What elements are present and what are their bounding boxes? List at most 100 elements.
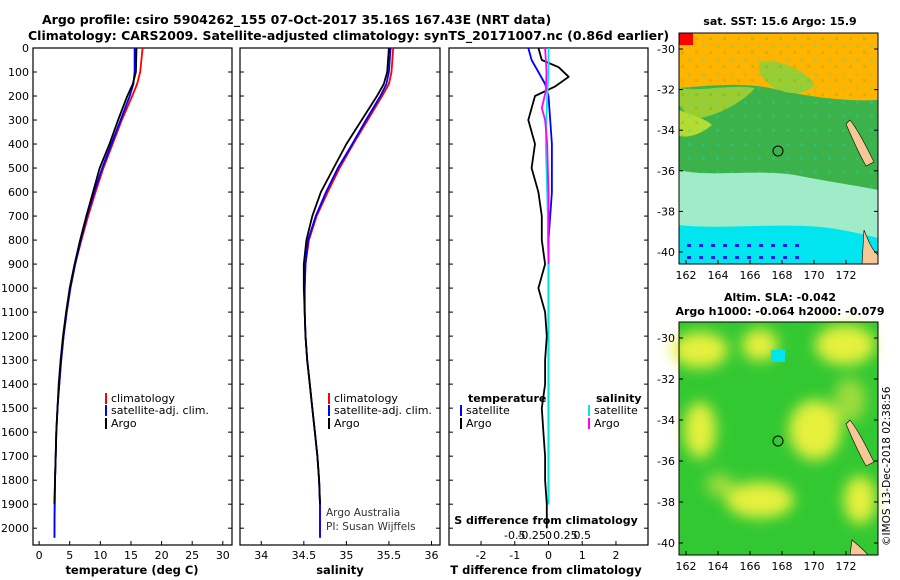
depth-tick-label: 1200 (1, 330, 29, 343)
series-argo-line (302, 47, 390, 505)
x-tick-label: 25 (185, 549, 199, 562)
temperature-plot-frame (32, 47, 233, 546)
map-lat-label: -32 (657, 84, 675, 97)
map-lat-label: -40 (657, 537, 675, 550)
x-tick-label: 35 (339, 549, 353, 562)
s-x-tick-label: 0 (545, 529, 552, 542)
series-climatology-line (53, 47, 144, 538)
map-lon-label: 162 (676, 269, 697, 282)
map-lat-label: -30 (657, 43, 675, 56)
map-lon-label: 166 (740, 269, 761, 282)
salinity-plot-frame (239, 47, 441, 546)
map-lon-label: 166 (740, 560, 761, 573)
map-lat-label: -36 (657, 455, 675, 468)
map-lat-label: -36 (657, 165, 675, 178)
depth-tick-label: 700 (8, 210, 29, 223)
sla-highlight-cell (771, 350, 785, 362)
depth-tick-label: 1700 (1, 450, 29, 463)
depth-tick-label: 800 (8, 234, 29, 247)
legend-climatology-label: climatology (334, 392, 398, 405)
map-lon-label: 170 (804, 269, 825, 282)
sla-map-subtitle: Argo h1000: -0.064 h2000: -0.079 (675, 305, 884, 318)
depth-tick-label: 1000 (1, 282, 29, 295)
argo-australia-note: Argo Australia (326, 507, 400, 519)
depth-tick-label: 2000 (1, 522, 29, 535)
sla-map-image (672, 322, 878, 556)
series-salinity-argo-line (540, 47, 550, 265)
x-tick-label: -1 (509, 549, 520, 562)
x-tick-label: 30 (216, 549, 230, 562)
series-argo-line (53, 47, 138, 505)
x-tick-label: 36 (424, 549, 438, 562)
temperature-panel: 0100200300400500600700800900100011001200… (1, 42, 233, 577)
legend-satellite-label: satellite-adj. clim. (111, 404, 209, 417)
map-lat-label: -38 (657, 496, 675, 509)
legend-t-argo-label: Argo (466, 417, 492, 430)
series-temperature-argo-line (527, 47, 570, 529)
depth-tick-label: 1500 (1, 402, 29, 415)
x-tick-label: 15 (124, 549, 138, 562)
pi-note: PI: Susan Wijffels (326, 521, 416, 533)
legend-temperature-heading: temperature (468, 392, 546, 405)
legend-climatology-label: climatology (111, 392, 175, 405)
x-tick-label: 10 (93, 549, 107, 562)
map-lon-label: 170 (804, 560, 825, 573)
depth-tick-label: 400 (8, 138, 29, 151)
x-tick-label: 1 (579, 549, 586, 562)
depth-tick-label: 1300 (1, 354, 29, 367)
depth-tick-label: 1100 (1, 306, 29, 319)
depth-tick-label: 1900 (1, 498, 29, 511)
x-tick-label: 0 (36, 549, 43, 562)
difference-ticks: -2 -1 0 1 2 -0.5-0.25 0 0.250.5 (449, 47, 648, 562)
map-lon-label: 164 (708, 560, 729, 573)
depth-tick-label: 900 (8, 258, 29, 271)
difference-legend: temperature satellite Argo salinity sate… (460, 392, 642, 430)
depth-tick-label: 600 (8, 186, 29, 199)
s-x-tick-label: 0.5 (573, 529, 591, 542)
difference-panel: -2 -1 0 1 2 -0.5-0.25 0 0.250.5 temperature sat… (448, 47, 649, 577)
legend-argo-label: Argo (111, 417, 137, 430)
legend-salinity-heading: salinity (596, 392, 642, 405)
imos-copyright: ©IMOS 13-Dec-2018 02:38:56 (881, 386, 893, 546)
depth-tick-label: 1600 (1, 426, 29, 439)
series-satellite-adj-clim-line (53, 48, 136, 538)
map-lat-label: -38 (657, 205, 675, 218)
map-lat-label: -32 (657, 373, 675, 386)
depth-tick-label: 1400 (1, 378, 29, 391)
map-lon-label: 164 (708, 269, 729, 282)
x-tick-label: 0 (545, 549, 552, 562)
argo-float-location-marker (772, 145, 784, 157)
legend-s-argo-label: Argo (594, 417, 620, 430)
sst-map-title: sat. SST: 15.6 Argo: 15.9 (703, 15, 856, 28)
series-salinity-satellite-line (544, 48, 550, 505)
x-tick-label: 20 (155, 549, 169, 562)
salinity-legend: climatology satellite-adj. clim. Argo (328, 392, 432, 430)
sla-map-title: Altim. SLA: -0.042 (724, 291, 836, 304)
depth-tick-label: 500 (8, 162, 29, 175)
salinity-lines (302, 47, 395, 538)
argo-float-location-marker-sla (772, 435, 784, 447)
map-lon-label: 168 (772, 269, 793, 282)
legend-argo-label: Argo (334, 417, 360, 430)
map-lon-label: 168 (772, 560, 793, 573)
legend-s-satellite-label: satellite (594, 404, 638, 417)
temperature-ticks: 0100200300400500600700800900100011001200… (1, 42, 232, 562)
map-lat-label: -34 (657, 414, 675, 427)
difference-lines (527, 47, 570, 529)
salinity-axis-label: salinity (316, 563, 364, 577)
figure-title-line-1: Argo profile: csiro 5904262_155 07-Oct-2… (42, 12, 551, 28)
map-lon-label: 162 (676, 560, 697, 573)
s-x-tick-label: 0.25 (553, 529, 578, 542)
sla-map: Altim. SLA: -0.042 Argo h1000: -0.064 h2… (657, 291, 885, 573)
x-tick-label: 5 (66, 549, 73, 562)
depth-tick-label: 100 (8, 66, 29, 79)
x-tick-label: -2 (476, 549, 487, 562)
x-tick-label: 34.5 (292, 549, 317, 562)
map-lon-label: 172 (836, 269, 857, 282)
x-tick-label: 2 (612, 549, 619, 562)
x-tick-label: 34 (254, 549, 268, 562)
map-lat-label: -40 (657, 246, 675, 259)
depth-tick-label: 200 (8, 90, 29, 103)
